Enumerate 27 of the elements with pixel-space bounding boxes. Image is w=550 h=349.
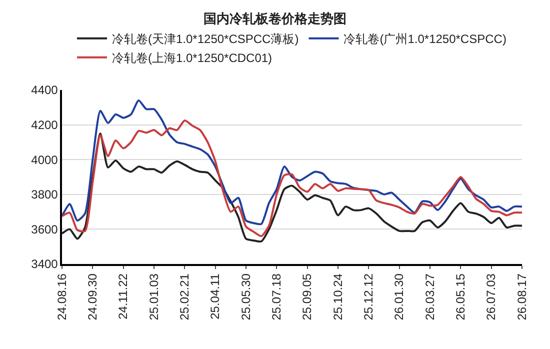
y-tick-label: 3800 bbox=[31, 188, 58, 202]
y-tick-label: 3600 bbox=[31, 222, 58, 236]
x-tick-label: 24.08.16 bbox=[54, 273, 69, 320]
x-tick-label: 26.05.15 bbox=[454, 273, 468, 320]
x-tick-label: 25.10.24 bbox=[330, 273, 345, 320]
x-tick-label: 25.12.12 bbox=[362, 273, 376, 320]
line-series bbox=[62, 99, 522, 226]
y-tick-label: 4400 bbox=[31, 83, 58, 98]
x-tick-label: 26.03.27 bbox=[422, 273, 437, 320]
legend-label: 冷轧卷(上海1.0*1250*CDC01) bbox=[112, 51, 272, 66]
x-tick-label: 25.04.11 bbox=[208, 273, 222, 320]
x-tick-label: 26.01.30 bbox=[392, 273, 406, 320]
x-tick-label: 26.08.17 bbox=[514, 273, 529, 320]
x-tick-label: 25.09.05 bbox=[300, 273, 314, 320]
x-tick-label: 25.02.21 bbox=[178, 273, 192, 320]
legend-label: 冷轧卷(天津1.0*1250*CSPCC薄板) bbox=[112, 32, 299, 46]
legend-label: 冷轧卷(广州1.0*1250*CSPCC) bbox=[344, 32, 506, 46]
x-tick-label: 25.05.30 bbox=[238, 273, 253, 320]
x-tick-label: 25.07.18 bbox=[270, 273, 284, 320]
chart-title: 国内冷轧板卷价格走势图 bbox=[204, 11, 346, 26]
y-tick-label: 4200 bbox=[31, 118, 58, 132]
x-tick-label: 24.09.30 bbox=[86, 273, 100, 320]
x-tick-label: 26.07.03 bbox=[484, 273, 498, 320]
x-tick-label: 25.01.03 bbox=[146, 273, 161, 320]
y-tick-label: 4000 bbox=[31, 152, 58, 167]
x-tick-label: 24.11.22 bbox=[116, 273, 130, 320]
y-tick-label: 3400 bbox=[31, 257, 58, 272]
